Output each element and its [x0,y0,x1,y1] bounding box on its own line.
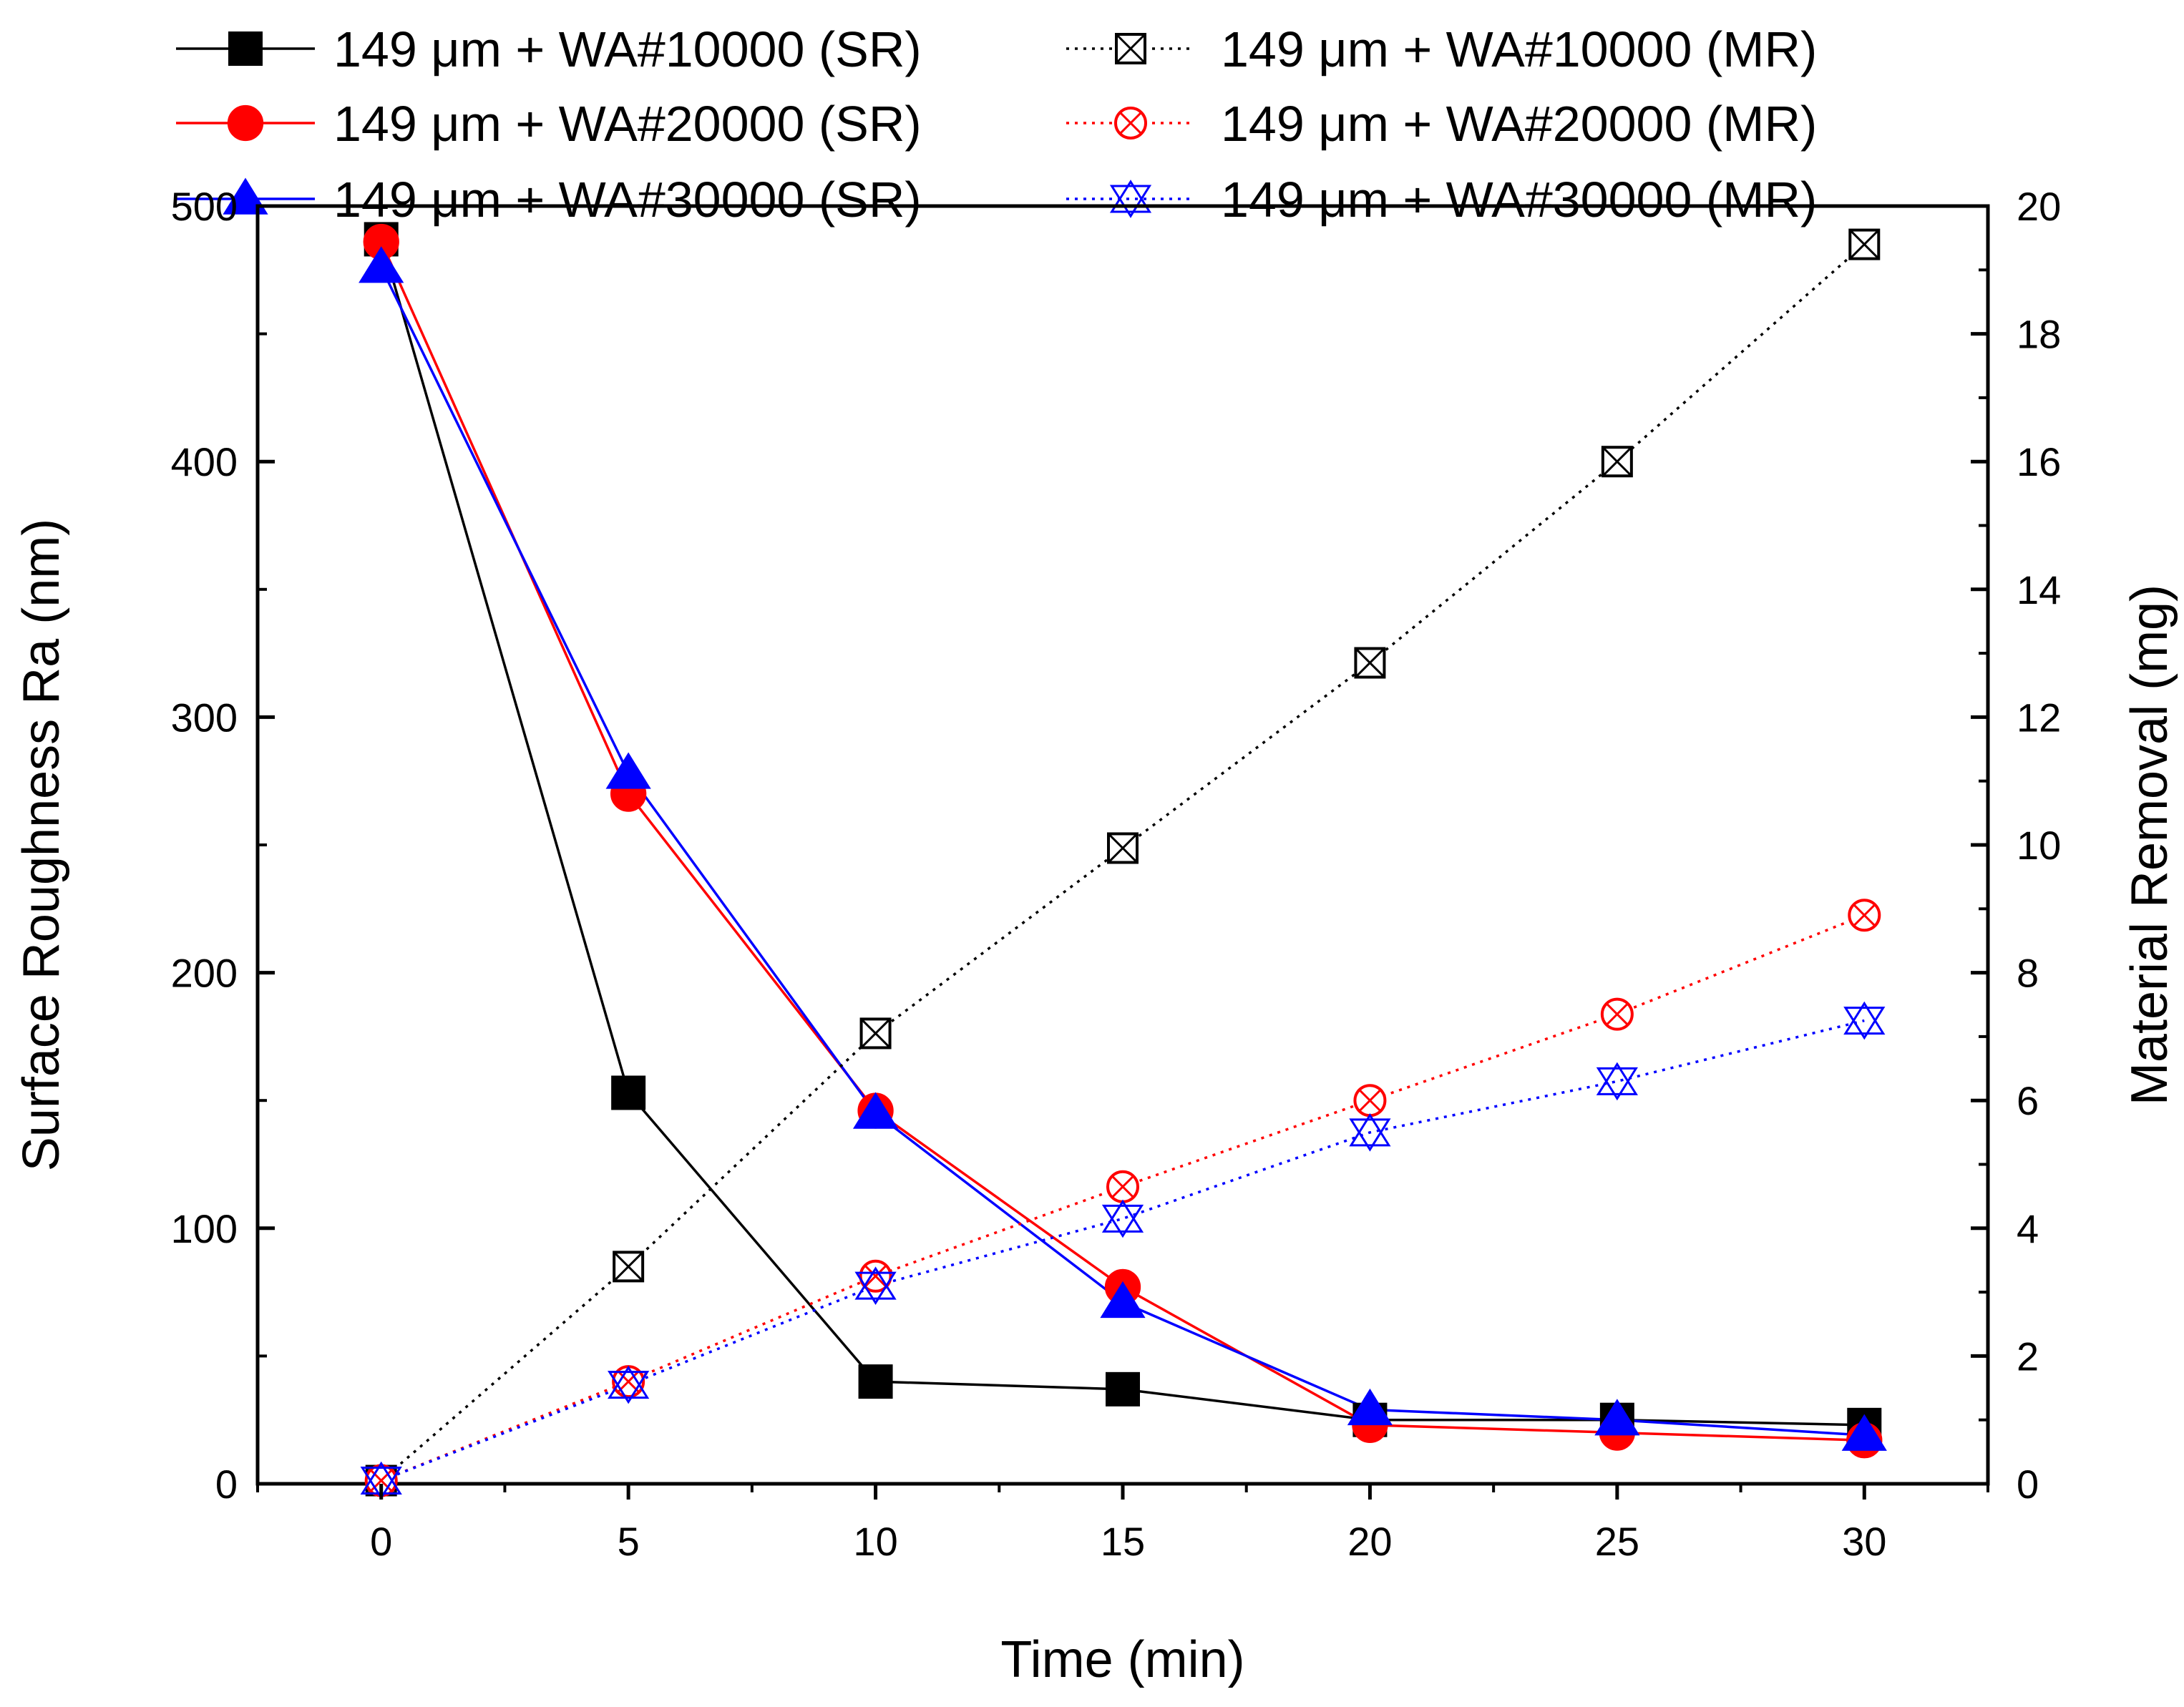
series-line-149-m-wa-10000-sr [380,238,1865,1427]
data-point-149-m-wa-10000-mr-25 [1601,446,1633,478]
data-point-149-m-wa-10000-mr-15 [1107,832,1139,864]
y-right-tick-label: 4 [2017,1206,2039,1251]
x-axis-label: Time (min) [1000,1631,1244,1688]
data-point-149-m-wa-20000-mr-10 [859,1259,892,1293]
legend-entry-149-m-wa-30000-mr: 149 μm + WA#30000 (MR) [1066,172,1817,228]
data-point-149-m-wa-30000-sr-10 [852,1092,899,1129]
y-left-tick-label: 500 [171,184,238,229]
y-right-tick-label: 16 [2017,439,2061,484]
y-axis-right-label: Material Removal (mg) [2121,585,2178,1105]
y-right-tick-label: 12 [2017,695,2061,740]
data-point-149-m-wa-30000-sr-0 [359,246,404,283]
legend: 149 μm + WA#10000 (SR) 149 μm + WA#20000 … [176,21,1817,228]
y-left-tick-label: 100 [171,1206,238,1251]
x-tick-label: 15 [1101,1519,1145,1564]
data-point-149-m-wa-10000-mr-5 [613,1251,645,1283]
series-line-149-m-wa-30000-mr [381,1019,1865,1482]
y-right-tick-label: 0 [2017,1462,2039,1507]
data-point-149-m-wa-30000-mr-15 [1101,1199,1144,1238]
data-point-149-m-wa-20000-mr-20 [1353,1084,1387,1117]
data-point-149-m-wa-10000-sr-5 [611,1075,646,1110]
data-point-149-m-wa-30000-sr-20 [1347,1388,1393,1426]
legend-entry-149-m-wa-30000-sr: 149 μm + WA#30000 (SR) [176,172,922,228]
legend-entry-149-m-wa-20000-mr: 149 μm + WA#20000 (MR) [1066,96,1817,152]
legend-entry-149-m-wa-10000-sr: 149 μm + WA#10000 (SR) [176,21,922,77]
plot-area [255,204,1990,1500]
series-markers [359,222,1887,1500]
y-right-tick-label: 14 [2017,567,2061,612]
x-tick-label: 25 [1595,1519,1639,1564]
legend-label: 149 μm + WA#30000 (MR) [1221,172,1817,228]
legend-label: 149 μm + WA#20000 (SR) [333,96,922,152]
y-axis-left: 0 100 200 300 400 500 [171,184,275,1507]
data-point-149-m-wa-20000-mr-25 [1600,997,1634,1031]
y-right-tick-label: 6 [2017,1078,2039,1123]
legend-label: 149 μm + WA#10000 (MR) [1221,21,1817,77]
y-left-tick-label: 300 [171,695,238,740]
data-point-149-m-wa-30000-mr-10 [854,1266,897,1305]
x-tick-label: 0 [370,1519,392,1564]
data-point-149-m-wa-10000-sr-10 [858,1364,893,1399]
y-right-tick-label: 10 [2017,823,2061,868]
data-point-149-m-wa-30000-mr-30 [1843,1001,1886,1040]
x-axis: 0 5 10 15 20 25 30 [256,1484,1989,1564]
legend-label: 149 μm + WA#10000 (SR) [333,21,922,77]
data-point-149-m-wa-30000-sr-15 [1100,1281,1146,1319]
data-point-149-m-wa-30000-sr-5 [605,752,651,789]
data-point-149-m-wa-20000-mr-15 [1106,1170,1139,1203]
data-point-149-m-wa-30000-mr-25 [1596,1062,1638,1101]
legend-entry-149-m-wa-10000-mr: 149 μm + WA#10000 (MR) [1066,21,1817,77]
data-point-149-m-wa-30000-sr-30 [1841,1414,1887,1451]
y-right-tick-label: 2 [2017,1334,2039,1379]
y-right-tick-label: 18 [2017,312,2061,357]
data-point-149-m-wa-10000-mr-20 [1354,647,1386,679]
data-point-149-m-wa-10000-mr-30 [1848,228,1881,260]
data-point-149-m-wa-20000-mr-30 [1848,899,1881,932]
y-left-tick-label: 400 [171,439,238,484]
legend-label: 149 μm + WA#30000 (SR) [333,172,922,228]
x-tick-label: 10 [853,1519,897,1564]
y-axis-right: 0 2 4 6 8 10 12 14 16 18 20 [1971,184,2061,1507]
legend-label: 149 μm + WA#20000 (MR) [1221,96,1817,152]
x-tick-label: 30 [1842,1519,1886,1564]
legend-entry-149-m-wa-20000-sr: 149 μm + WA#20000 (SR) [176,96,922,152]
data-point-149-m-wa-30000-mr-20 [1349,1113,1391,1152]
x-tick-label: 20 [1347,1519,1392,1564]
x-tick-label: 5 [618,1519,640,1564]
data-point-149-m-wa-10000-mr-10 [859,1017,892,1050]
data-point-149-m-wa-30000-sr-25 [1594,1399,1640,1436]
y-right-tick-label: 8 [2017,951,2039,996]
y-left-tick-label: 200 [171,951,238,996]
y-right-tick-label: 20 [2017,184,2061,229]
data-point-149-m-wa-10000-sr-15 [1106,1371,1140,1407]
y-axis-left-label: Surface Roughness Ra (nm) [13,519,70,1171]
y-left-tick-label: 0 [215,1462,238,1507]
data-point-149-m-wa-30000-mr-5 [608,1365,650,1404]
